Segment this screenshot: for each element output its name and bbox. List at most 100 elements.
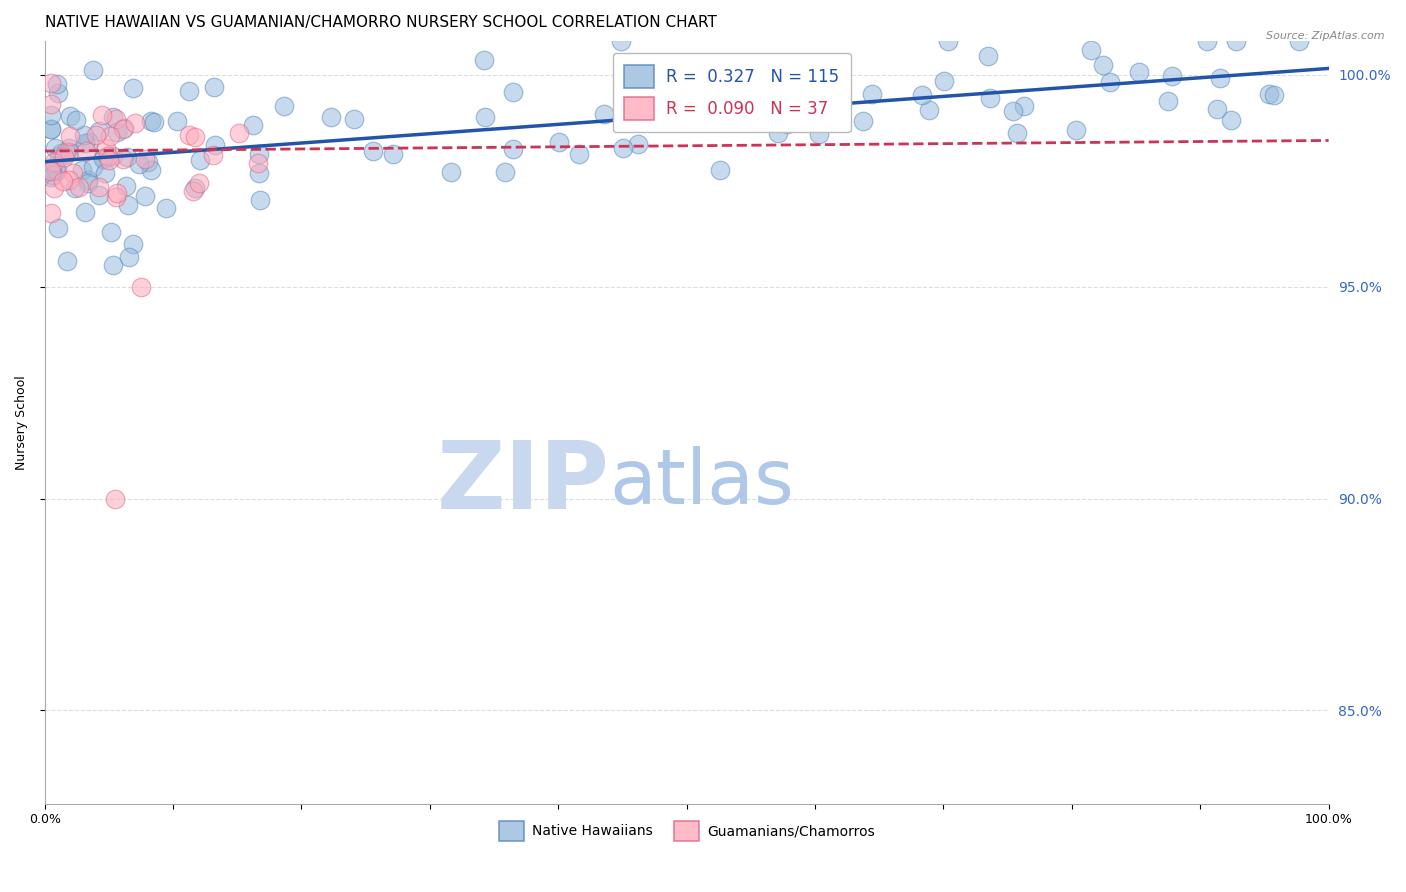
Point <box>1098 75 1121 89</box>
Point <box>129 279 152 293</box>
Point <box>1080 43 1102 57</box>
Point <box>118 250 141 264</box>
Point <box>1012 99 1035 113</box>
Point <box>41 163 63 178</box>
Point <box>58 141 80 155</box>
Point <box>789 63 811 78</box>
Point <box>39 206 62 220</box>
Point <box>82 160 104 174</box>
Text: NATIVE HAWAIIAN VS GUAMANIAN/CHAMORRO NURSERY SCHOOL CORRELATION CHART: NATIVE HAWAIIAN VS GUAMANIAN/CHAMORRO NU… <box>45 15 717 30</box>
Point <box>117 198 139 212</box>
Point <box>39 169 62 184</box>
Point <box>860 87 883 101</box>
Point <box>49 146 72 161</box>
Point <box>1208 70 1230 85</box>
Point <box>184 129 207 144</box>
Point <box>73 128 96 143</box>
Point <box>976 49 998 63</box>
Point <box>141 163 163 178</box>
Point <box>77 136 100 150</box>
Point <box>42 155 65 169</box>
Point <box>105 190 128 204</box>
Point <box>709 162 731 177</box>
Point <box>1195 34 1218 48</box>
Point <box>87 124 110 138</box>
Point <box>242 118 264 132</box>
Point <box>128 157 150 171</box>
Point <box>910 87 932 102</box>
Point <box>1225 34 1247 48</box>
Point <box>39 161 62 175</box>
Point <box>1156 94 1178 108</box>
Point <box>610 34 633 48</box>
Point <box>59 109 82 123</box>
Point <box>273 99 295 113</box>
Point <box>852 114 875 128</box>
Point <box>1263 87 1285 102</box>
Point <box>361 145 384 159</box>
Point <box>247 147 270 161</box>
Point <box>343 112 366 126</box>
Point <box>105 125 128 139</box>
Point <box>627 136 650 151</box>
Point <box>75 136 97 151</box>
Point <box>91 108 114 122</box>
Point <box>96 141 118 155</box>
Point <box>101 111 124 125</box>
Point <box>67 180 90 194</box>
Point <box>59 129 82 144</box>
Point <box>70 163 93 178</box>
Point <box>75 144 97 158</box>
Point <box>201 148 224 162</box>
Point <box>105 112 128 126</box>
Point <box>1206 102 1229 116</box>
Point <box>321 110 343 124</box>
Point <box>134 188 156 202</box>
Point <box>39 163 62 178</box>
Point <box>766 114 789 128</box>
Point <box>143 115 166 129</box>
Text: Source: ZipAtlas.com: Source: ZipAtlas.com <box>1267 31 1385 41</box>
Point <box>104 491 127 506</box>
Point <box>1258 87 1281 101</box>
Point <box>94 166 117 180</box>
Point <box>103 259 125 273</box>
Point <box>42 180 65 194</box>
Point <box>612 141 634 155</box>
Point <box>112 120 135 135</box>
Point <box>568 146 591 161</box>
Point <box>936 34 959 48</box>
Point <box>472 54 495 68</box>
Point <box>48 149 70 163</box>
Point <box>52 151 75 165</box>
Y-axis label: Nursery School: Nursery School <box>15 375 28 469</box>
Point <box>46 86 69 100</box>
Point <box>91 152 114 166</box>
Point <box>76 177 98 191</box>
Point <box>184 181 207 195</box>
Point <box>932 74 955 88</box>
Point <box>122 237 145 252</box>
Point <box>87 187 110 202</box>
Point <box>1002 104 1025 119</box>
Point <box>96 149 118 163</box>
Point <box>46 220 69 235</box>
Point <box>141 113 163 128</box>
Point <box>1128 64 1150 78</box>
Point <box>75 205 97 219</box>
Point <box>84 128 107 142</box>
Point <box>177 128 200 142</box>
Point <box>56 254 79 268</box>
Point <box>101 149 124 163</box>
Point <box>249 193 271 207</box>
Point <box>181 184 204 198</box>
Point <box>1161 70 1184 84</box>
Point <box>115 150 138 164</box>
Point <box>136 154 159 169</box>
Point <box>52 174 75 188</box>
Point <box>766 126 789 140</box>
Point <box>122 81 145 95</box>
Point <box>247 166 270 180</box>
Point <box>1288 34 1310 48</box>
Text: atlas: atlas <box>610 446 794 520</box>
